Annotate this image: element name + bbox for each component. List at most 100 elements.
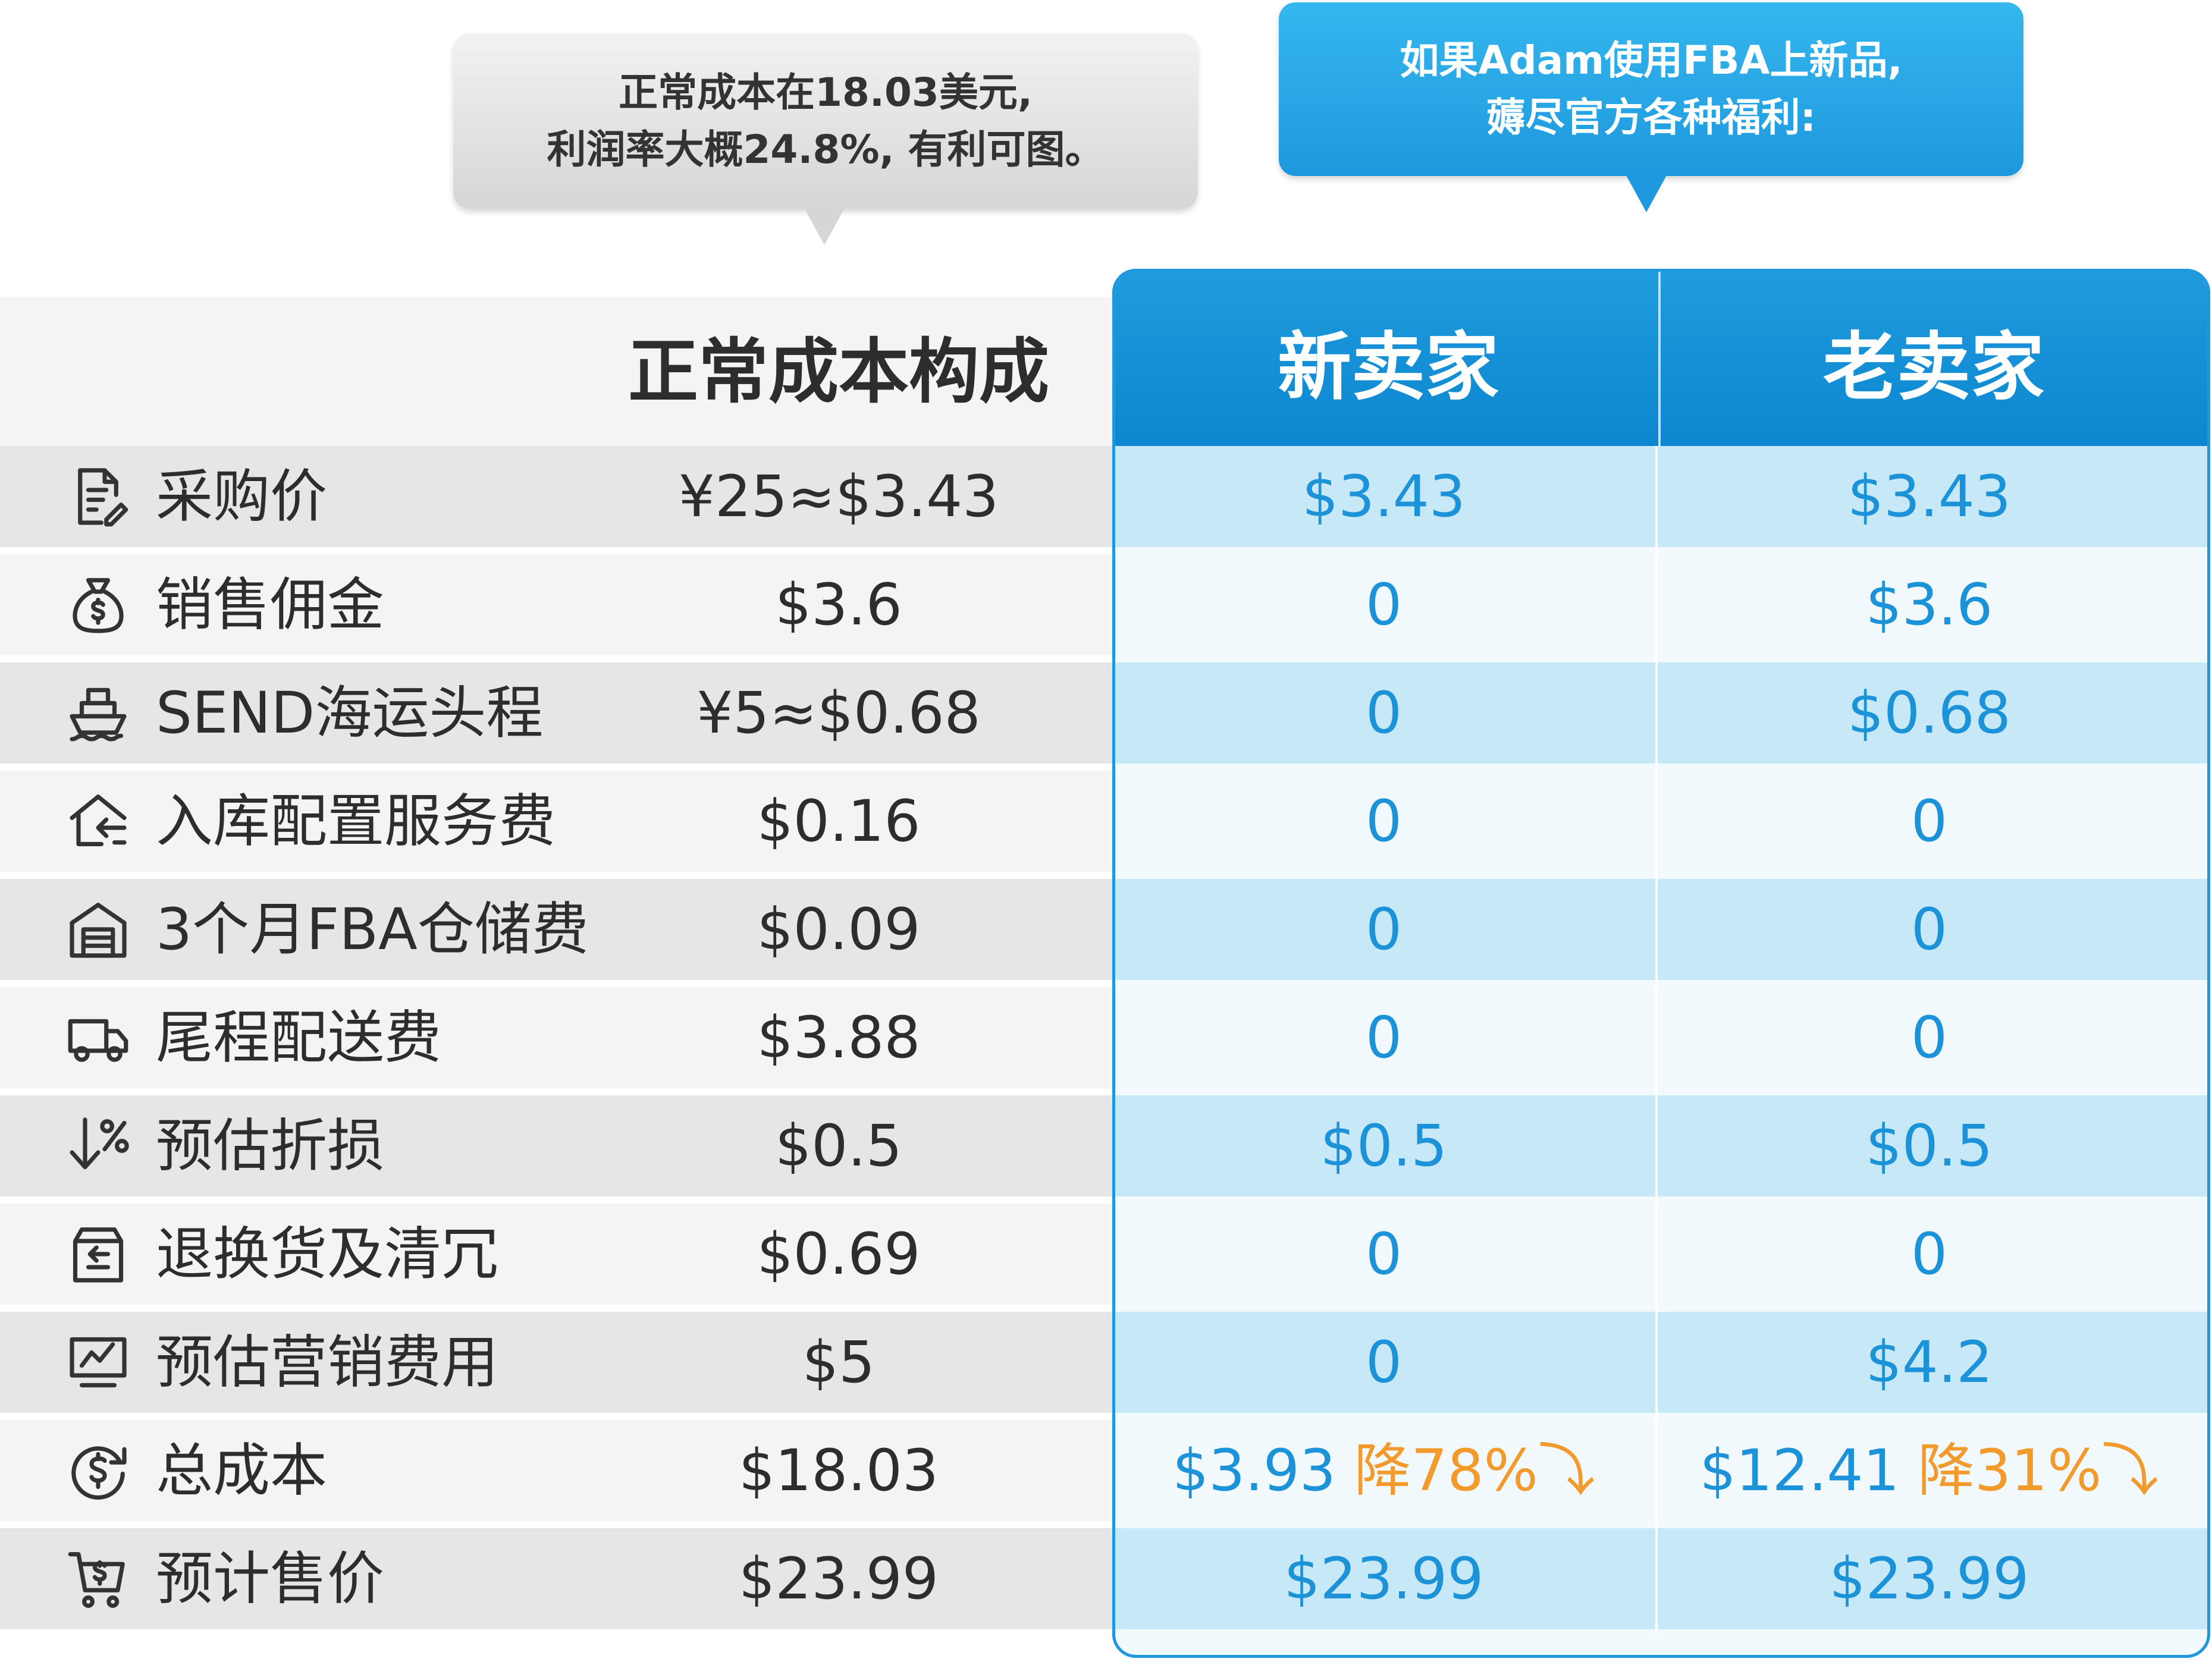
old-seller-value-amount: $0.5 [1865, 1113, 1993, 1179]
new-seller-value: $23.99 [1112, 1528, 1655, 1629]
row-left-cell [0, 1528, 1112, 1629]
new-seller-value: $3.93 降78%⤵ [1112, 1420, 1655, 1521]
new-seller-value-amount: 0 [1365, 1004, 1402, 1071]
new-seller-value-amount: $3.93 [1172, 1437, 1336, 1504]
new-seller-value-amount: 0 [1365, 571, 1402, 638]
row-new-seller-cell [1112, 771, 1655, 872]
row-label: 预估折损 [156, 1113, 384, 1179]
old-seller-value-amount: $23.99 [1829, 1545, 2029, 1612]
column-divider [1658, 272, 1661, 449]
table-row: 预估营销费用 $5 0 $4.2 [0, 1312, 2212, 1413]
row-label: SEND海运头程 [156, 680, 544, 746]
row-left-cell [0, 1420, 1112, 1521]
row-old-seller-cell [1658, 1312, 2207, 1413]
row-label: 预估营销费用 [156, 1329, 498, 1396]
old-seller-value: $4.2 [1658, 1312, 2201, 1413]
new-seller-value: $3.43 [1112, 446, 1655, 547]
old-seller-value: $3.6 [1658, 554, 2201, 655]
fba-header-band: 新卖家 老卖家 [1115, 272, 2207, 449]
normal-cost-value: ¥5≈$0.68 [696, 680, 981, 746]
normal-cost-value: $0.5 [775, 1113, 902, 1179]
row-old-seller-cell [1658, 879, 2207, 980]
table-row: 入库配置服务费 $0.16 0 0 [0, 771, 2212, 872]
row-left-cell [0, 879, 1112, 980]
dollar-cycle-icon [65, 1438, 131, 1503]
truck-icon [65, 1005, 131, 1070]
old-seller-header: 老卖家 [1822, 325, 2044, 410]
old-seller-value: $0.5 [1658, 1095, 2201, 1196]
normal-cost-value: $18.03 [739, 1437, 939, 1504]
old-seller-value-amount: $12.41 [1699, 1437, 1900, 1504]
normal-cost-value: $3.88 [757, 1004, 921, 1071]
old-seller-value-amount: $3.43 [1847, 463, 2011, 530]
new-seller-value: 0 [1112, 662, 1655, 764]
row-label: 总成本 [156, 1437, 327, 1504]
new-seller-value: 0 [1112, 879, 1655, 980]
table-row: 3个月FBA仓储费 $0.09 0 0 [0, 879, 2212, 980]
row-label: 预计售价 [156, 1545, 384, 1612]
row-left-cell [0, 1204, 1112, 1305]
document-edit-icon [65, 464, 131, 529]
old-seller-value: $12.41 降31%⤵ [1658, 1420, 2201, 1521]
normal-callout-tail [804, 208, 845, 245]
old-seller-value-amount: $0.68 [1847, 680, 2011, 746]
normal-cost-value: $0.69 [757, 1221, 921, 1287]
row-left-cell [0, 662, 1112, 764]
warehouse-icon [65, 897, 131, 962]
row-new-seller-cell [1112, 1528, 1655, 1629]
old-seller-value-amount: 0 [1910, 1004, 1948, 1071]
row-new-seller-cell [1112, 879, 1655, 980]
new-seller-value: 0 [1112, 554, 1655, 655]
new-seller-value: 0 [1112, 771, 1655, 872]
row-label: 销售佣金 [156, 571, 384, 638]
row-old-seller-cell [1658, 1204, 2207, 1305]
row-label: 采购价 [156, 463, 327, 530]
new-seller-value-drop-badge: 降78% [1354, 1437, 1538, 1504]
fba-callout-line2: 薅尽官方各种福利: [1486, 95, 1816, 140]
fba-callout: 如果Adam使用FBA上新品, 薅尽官方各种福利: [1279, 2, 2023, 176]
fba-callout-line1: 如果Adam使用FBA上新品, [1400, 37, 1903, 83]
old-seller-value-amount: 0 [1910, 1221, 1948, 1287]
table-row: 预计售价 $23.99 $23.99 $23.99 [0, 1528, 2212, 1629]
row-left-cell [0, 554, 1112, 655]
return-box-icon [65, 1221, 131, 1287]
normal-cost-value: $0.09 [757, 896, 921, 963]
row-old-seller-cell [1658, 987, 2207, 1088]
old-seller-value: $23.99 [1658, 1528, 2201, 1629]
old-seller-value-drop-badge: 降31% [1918, 1437, 2102, 1504]
row-new-seller-cell [1112, 1420, 1655, 1521]
row-label: 入库配置服务费 [156, 788, 556, 855]
old-seller-value: $3.43 [1658, 446, 2201, 547]
normal-cost-header-band [0, 297, 1112, 446]
table-row: 尾程配送费 $3.88 0 0 [0, 987, 2212, 1088]
new-seller-value: 0 [1112, 1312, 1655, 1413]
new-seller-value-amount: 0 [1365, 1221, 1402, 1287]
new-seller-value-amount: 0 [1365, 1329, 1402, 1396]
row-old-seller-cell [1658, 1528, 2207, 1629]
old-seller-value: $0.68 [1658, 662, 2201, 764]
row-old-seller-cell [1658, 446, 2207, 547]
row-new-seller-cell [1112, 554, 1655, 655]
old-seller-value: 0 [1658, 1204, 2201, 1305]
row-label: 3个月FBA仓储费 [156, 896, 589, 963]
old-seller-value: 0 [1658, 879, 2201, 980]
row-label: 尾程配送费 [156, 1004, 441, 1071]
new-seller-value-amount: 0 [1365, 896, 1402, 963]
normal-cost-title: 正常成本构成 [627, 331, 1049, 413]
new-seller-value-amount: 0 [1365, 788, 1402, 855]
old-seller-value-amount: $3.6 [1865, 571, 1993, 638]
normal-cost-value: $5 [802, 1329, 876, 1396]
normal-callout-line2: 利润率大概24.8%, 有利可图。 [547, 126, 1105, 172]
old-seller-value-amount: 0 [1910, 788, 1948, 855]
table-row: 采购价 ¥25≈$3.43 $3.43 $3.43 [0, 446, 2212, 547]
old-seller-value-amount: 0 [1910, 896, 1948, 963]
new-seller-value: $0.5 [1112, 1095, 1655, 1196]
cart-icon [65, 1546, 131, 1611]
new-seller-value-amount: $0.5 [1320, 1113, 1448, 1179]
column-divider-body [1655, 446, 1658, 1635]
normal-cost-value: $3.6 [775, 571, 902, 638]
table-row: SEND海运头程 ¥5≈$0.68 0 $0.68 [0, 662, 2212, 764]
row-old-seller-cell [1658, 1420, 2207, 1521]
table-row: 销售佣金 $3.6 0 $3.6 [0, 554, 2212, 655]
row-new-seller-cell [1112, 446, 1655, 547]
